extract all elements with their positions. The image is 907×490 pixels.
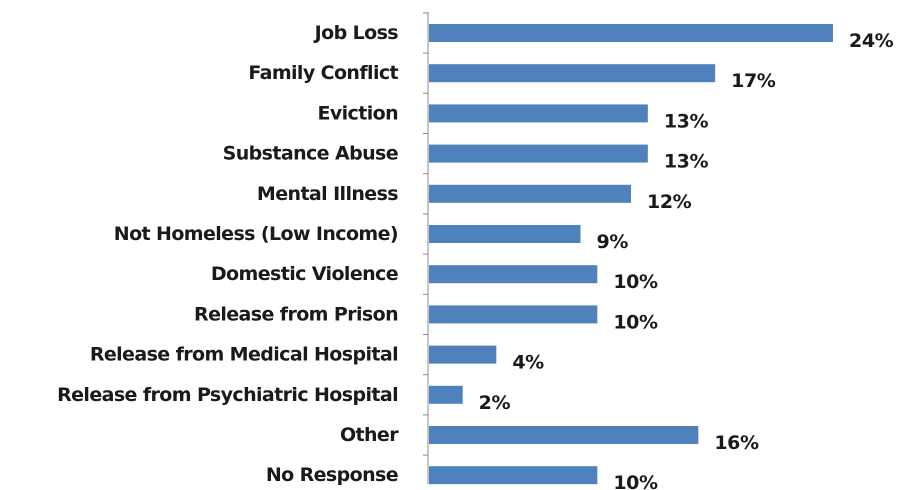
- bar: [429, 426, 699, 444]
- category-label: Release from Medical Hospital: [90, 344, 398, 366]
- bar: [429, 466, 598, 485]
- value-label: 10%: [613, 271, 658, 293]
- category-label: Mental Illness: [257, 183, 398, 205]
- bar: [429, 265, 598, 284]
- category-label: Other: [340, 424, 399, 446]
- labels-layer: Job Loss 24% Family Conflict 17% Eviction 13%…: [57, 22, 894, 490]
- bar: [429, 184, 631, 203]
- bar: [429, 225, 581, 243]
- category-label: Domestic Violence: [211, 263, 398, 285]
- category-label: Release from Prison: [194, 303, 398, 325]
- value-label: 12%: [647, 191, 692, 213]
- bar: [429, 345, 497, 364]
- category-label: Job Loss: [313, 22, 399, 44]
- bar: [429, 24, 833, 42]
- bars-layer: [429, 24, 833, 485]
- value-label: 10%: [613, 472, 658, 490]
- value-label: 16%: [714, 432, 759, 454]
- value-label: 2%: [479, 392, 511, 414]
- bar: [429, 64, 716, 83]
- value-label: 13%: [664, 151, 709, 173]
- value-label: 17%: [731, 70, 776, 92]
- category-label: Not Homeless (Low Income): [114, 223, 398, 245]
- bar: [429, 144, 648, 163]
- value-label: 4%: [512, 352, 544, 374]
- axis-layer: [423, 12, 429, 484]
- category-label: No Response: [266, 464, 398, 486]
- category-label: Eviction: [317, 102, 398, 124]
- value-label: 9%: [597, 231, 629, 253]
- category-label: Family Conflict: [248, 62, 398, 84]
- value-label: 13%: [664, 110, 709, 132]
- bar: [429, 305, 598, 324]
- value-label: 24%: [849, 30, 894, 52]
- bar: [429, 104, 648, 123]
- value-label: 10%: [613, 311, 658, 333]
- category-label: Release from Psychiatric Hospital: [57, 384, 398, 406]
- category-label: Substance Abuse: [223, 143, 398, 165]
- bar: [429, 385, 463, 404]
